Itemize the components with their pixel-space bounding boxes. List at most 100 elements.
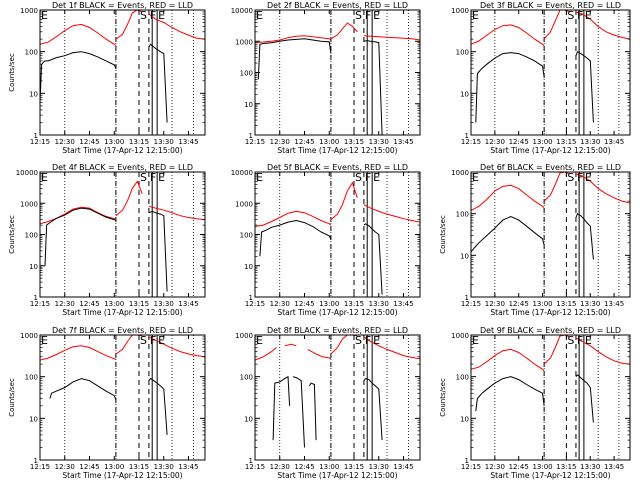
y-axis-label: Counts/sec: [439, 378, 447, 417]
x-tick-label: 13:15: [556, 463, 576, 471]
data-layer: [255, 10, 420, 135]
x-tick-label: 13:30: [580, 463, 600, 471]
x-tick-label: 13:15: [556, 138, 576, 146]
y-tick-label: 1: [249, 457, 253, 465]
event-marker-label: F: [150, 334, 156, 347]
y-tick-label: 100: [240, 374, 253, 382]
series-lld-line: [363, 204, 420, 223]
x-tick-label: 13:45: [393, 300, 413, 308]
x-tick-label: 12:15: [461, 300, 481, 308]
y-tick-label: 1000: [235, 332, 253, 340]
chart-title: Det 2f BLACK = Events, RED = LLD: [267, 1, 408, 10]
series-lld-line: [40, 23, 117, 46]
series-lld-line: [115, 335, 143, 355]
event-marker-label: E: [41, 334, 48, 347]
event-marker-label: S: [140, 171, 147, 184]
x-tick-label: 13:45: [604, 463, 624, 471]
x-tick-label: 13:30: [154, 138, 174, 146]
plot-frame: [39, 9, 206, 136]
series-events-line: [49, 378, 117, 400]
event-marker-label: E: [158, 9, 165, 22]
series-events-line: [575, 212, 594, 260]
x-axis-label: Start Time (17-Apr-12 12:15:00): [490, 471, 610, 480]
y-tick-label: 10: [460, 415, 469, 423]
y-tick-label: 10: [29, 263, 38, 271]
x-axis-label: Start Time (17-Apr-12 12:15:00): [490, 146, 610, 155]
y-tick-label: 1000: [451, 169, 469, 177]
y-tick-label: 100: [456, 374, 469, 382]
series-events-line: [575, 374, 594, 423]
series-events-line: [259, 219, 332, 257]
x-tick-label: 13:00: [532, 300, 552, 308]
x-tick-label: 12:45: [509, 300, 529, 308]
series-events-line: [471, 216, 545, 253]
x-axis-label: Start Time (17-Apr-12 12:15:00): [277, 308, 397, 317]
y-tick-label: 10: [244, 101, 253, 109]
data-layer: [255, 335, 420, 460]
x-tick-label: 12:15: [245, 463, 265, 471]
y-tick-label: 10: [460, 90, 469, 98]
series-events-line: [272, 375, 291, 441]
x-axis-label: Start Time (17-Apr-12 12:15:00): [277, 471, 397, 480]
x-tick-label: 12:45: [509, 138, 529, 146]
chart-title: Det 7f BLACK = Events, RED = LLD: [52, 326, 193, 335]
x-tick-label: 13:45: [393, 463, 413, 471]
event-marker-label: F: [150, 9, 156, 22]
series-lld-line: [148, 205, 205, 221]
series-events-line: [148, 43, 168, 123]
data-layer: [40, 335, 205, 460]
series-lld-line: [330, 22, 358, 40]
event-marker-label: S: [355, 171, 362, 184]
y-tick-label: 100: [456, 49, 469, 57]
series-events-line: [363, 378, 383, 441]
x-tick-label: 12:45: [509, 463, 529, 471]
data-layer: [40, 172, 205, 297]
event-marker-label: E: [585, 9, 592, 22]
series-lld-line: [115, 10, 143, 40]
x-tick-label: 13:00: [532, 138, 552, 146]
series-lld-line: [543, 172, 570, 202]
y-tick-label: 1: [465, 294, 469, 302]
x-tick-label: 13:00: [319, 463, 339, 471]
y-tick-label: 10: [244, 415, 253, 423]
y-axis-label: Counts/sec: [439, 215, 447, 254]
data-layer: [471, 10, 630, 135]
series-events-line: [257, 38, 332, 80]
y-tick-label: 1: [34, 132, 38, 140]
chart-title: Det 3f BLACK = Events, RED = LLD: [480, 1, 621, 10]
y-tick-label: 10: [244, 263, 253, 271]
data-layer: [471, 172, 630, 297]
event-marker-label: E: [373, 334, 380, 347]
y-tick-label: 100: [240, 232, 253, 240]
series-lld-line: [307, 348, 332, 360]
series-lld-line: [471, 184, 545, 211]
y-tick-label: 1: [249, 294, 253, 302]
y-tick-label: 1: [249, 132, 253, 140]
series-events-line: [308, 382, 317, 441]
x-axis-label: Start Time (17-Apr-12 12:15:00): [490, 308, 610, 317]
event-marker-label: E: [373, 9, 380, 22]
chart-title: Det 9f BLACK = Events, RED = LLD: [480, 326, 621, 335]
y-axis-label: Counts/sec: [8, 378, 16, 417]
event-marker-label: F: [365, 334, 371, 347]
y-tick-label: 1: [465, 132, 469, 140]
x-tick-label: 12:30: [55, 300, 75, 308]
x-tick-label: 13:45: [178, 300, 198, 308]
plot-frame: [254, 334, 421, 461]
x-tick-label: 12:45: [294, 138, 314, 146]
y-tick-label: 10: [29, 90, 38, 98]
series-events-line: [475, 52, 545, 123]
y-tick-label: 100: [25, 374, 38, 382]
series-lld-line: [543, 10, 570, 40]
event-marker-label: E: [158, 171, 165, 184]
event-marker-label: F: [577, 9, 583, 22]
y-tick-label: 10000: [16, 169, 38, 177]
series-events-line: [40, 51, 117, 103]
series-lld-line: [575, 337, 630, 365]
y-tick-label: 1000: [451, 332, 469, 340]
event-marker-label: E: [585, 334, 592, 347]
